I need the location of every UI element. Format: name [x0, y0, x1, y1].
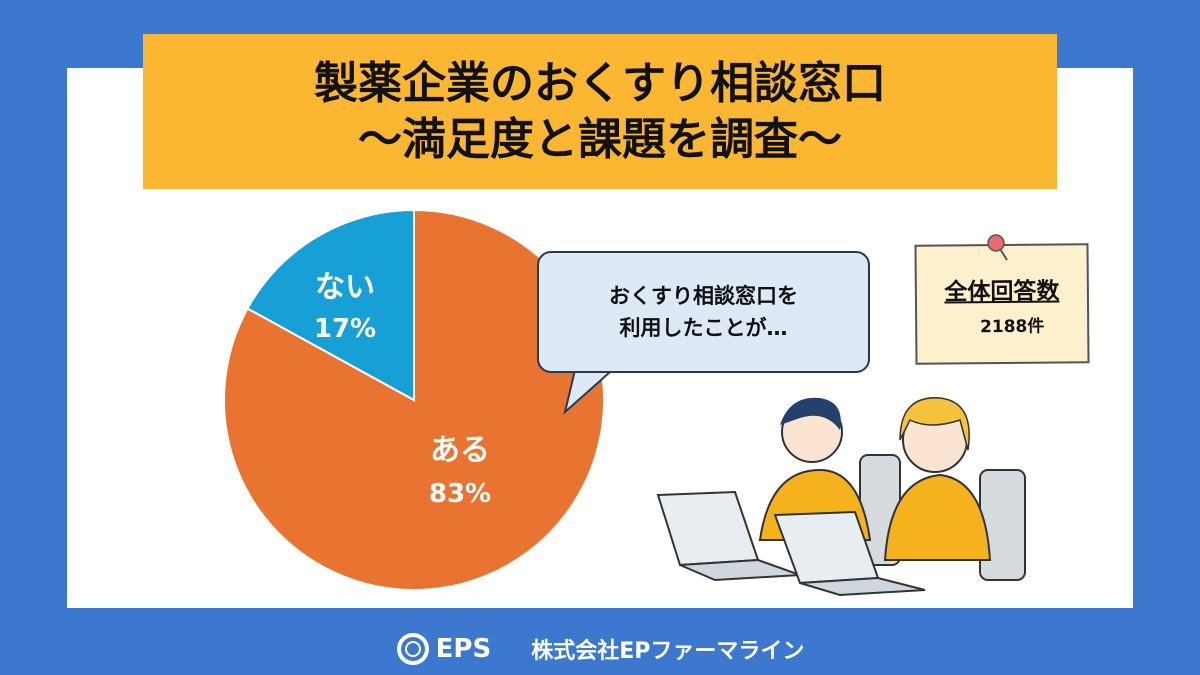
slice-label-aru: ある 83%: [428, 433, 492, 509]
speech-bubble: おくすり相談窓口を 利用したことが…: [537, 251, 870, 373]
bubble-line-1: おくすり相談窓口を: [609, 284, 798, 308]
footer: EPS 株式会社EPファーマライン: [0, 632, 1200, 666]
bubble-line-2: 利用したことが…: [619, 316, 788, 340]
operators-illustration: [656, 397, 1026, 597]
eps-logo: EPS: [396, 632, 491, 666]
pie-slice-1: [246, 208, 415, 402]
title-line-1: 製薬企業のおくすり相談窓口: [314, 57, 886, 109]
eps-logo-icon: [396, 633, 429, 665]
pushpin-icon: [987, 234, 1008, 261]
note-value: 2188件: [979, 316, 1045, 337]
title-banner: 製薬企業のおくすり相談窓口 〜満足度と課題を調査〜: [143, 34, 1057, 189]
title-line-2: 〜満足度と課題を調査〜: [358, 113, 842, 165]
note-heading: 全体回答数: [944, 277, 1060, 306]
slice-label-nai: ない 17%: [313, 270, 377, 344]
company-name: 株式会社EPファーマライン: [531, 639, 805, 664]
